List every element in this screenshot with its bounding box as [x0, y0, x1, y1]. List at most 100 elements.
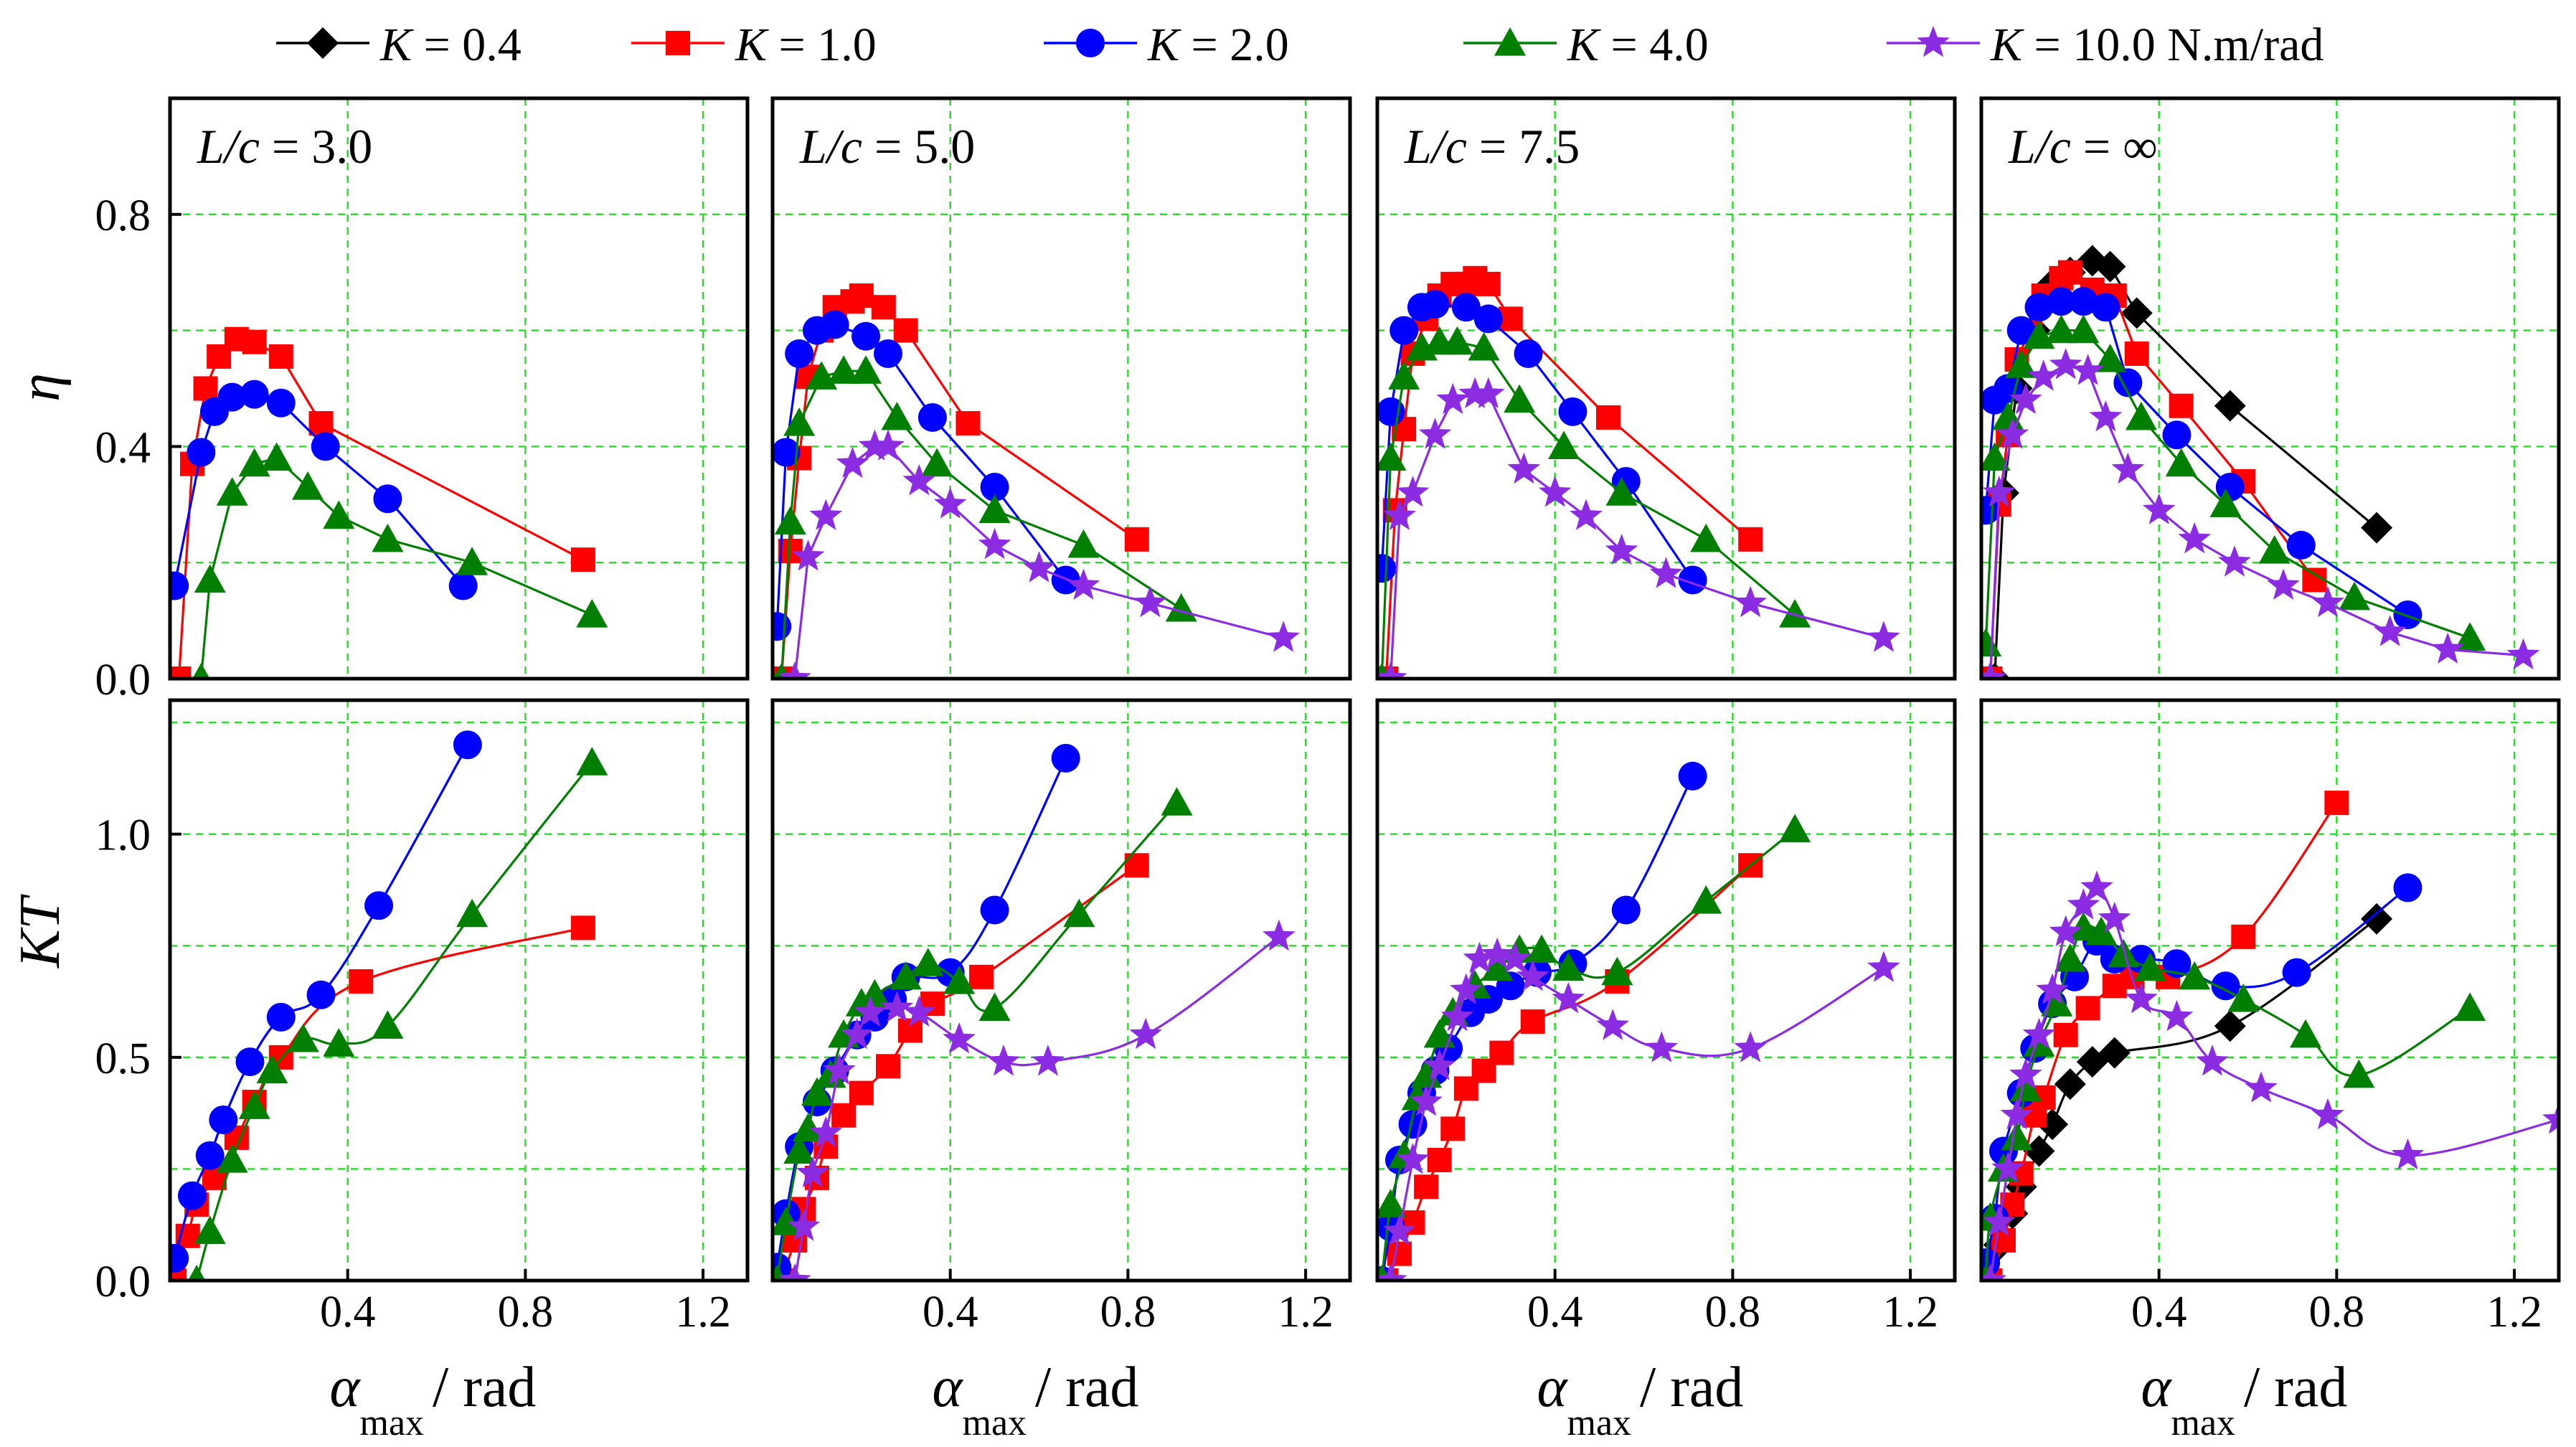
data-point-K10: [1414, 1174, 1439, 1199]
data-point-K100: [1516, 959, 1549, 991]
data-point-K100: [1377, 1263, 1407, 1281]
data-point-K100: [978, 527, 1011, 560]
data-point-K20: [820, 310, 849, 339]
data-point-K04: [2214, 390, 2246, 422]
data-point-K10: [893, 318, 918, 343]
data-point-K10: [956, 411, 981, 436]
x-tick-label: 0.4: [320, 1288, 376, 1337]
x-tick-label: 1.2: [1882, 1288, 1938, 1337]
data-point-K20: [1558, 397, 1587, 426]
data-point-K100: [1450, 973, 1483, 1004]
data-point-K100: [2098, 901, 2131, 933]
y-tick-label-top: 0.0: [95, 656, 151, 704]
data-point-K40: [2165, 448, 2197, 477]
data-point-K100: [1423, 1049, 1456, 1080]
legend-marker: [666, 31, 690, 55]
data-point-K10: [570, 915, 595, 941]
data-point-K20: [453, 730, 482, 760]
data-point-K20: [187, 438, 216, 467]
data-point-K100: [2049, 915, 2082, 946]
data-point-K100: [2178, 522, 2212, 554]
top-plot-area: [1377, 265, 1900, 679]
data-point-K100: [2542, 1103, 2559, 1134]
data-point-K100: [2080, 870, 2113, 902]
data-point-K20: [373, 484, 402, 514]
data-point-K20: [980, 473, 1009, 502]
data-point-K40: [2023, 1028, 2055, 1057]
data-point-K100: [1396, 1143, 1430, 1174]
data-point-K100: [1129, 1017, 1162, 1050]
data-point-K100: [1458, 377, 1492, 408]
data-point-K20: [851, 321, 881, 351]
data-point-K10: [1489, 1040, 1514, 1065]
data-point-K40: [2005, 349, 2037, 378]
data-point-K100: [2506, 638, 2540, 670]
data-point-K100: [880, 991, 914, 1022]
data-point-K40: [828, 355, 860, 384]
data-point-K20: [785, 339, 814, 368]
data-point-K40: [773, 1207, 802, 1235]
x-tick-label: 1.2: [2486, 1288, 2542, 1337]
data-point-K40: [576, 599, 608, 628]
data-point-K10: [170, 666, 192, 679]
data-point-K100: [1410, 1085, 1443, 1116]
data-point-K20: [217, 382, 247, 412]
data-point-K40: [372, 1010, 404, 1039]
data-point-K100: [858, 429, 892, 461]
data-point-K100: [2027, 359, 2060, 391]
data-point-K40: [291, 471, 324, 500]
data-point-K100: [1645, 1031, 1679, 1062]
panel-3: 0.4 0.8 1.2 L/c = 7.5: [1375, 96, 1957, 1337]
data-point-K100: [2311, 585, 2344, 618]
data-point-K20: [235, 1047, 265, 1077]
legend-item-K40: K = 4.0: [1463, 19, 1709, 71]
data-point-K40: [1161, 787, 1193, 816]
legend-marker: [307, 27, 339, 59]
data-point-K04: [2023, 1135, 2055, 1167]
data-point-K100: [2049, 348, 2082, 380]
data-point-K100: [1649, 557, 1683, 588]
data-point-K100: [809, 1116, 843, 1148]
data-point-K10: [2231, 924, 2256, 949]
bottom-plot-area: [1981, 791, 2559, 1281]
chart-panels: 0.4 0.8 1.2L/c = 3.00.4 0.8 1.2L/c = 5.00.4 0…: [95, 96, 2561, 1337]
data-point-K100: [1734, 1031, 1767, 1062]
data-point-K100: [872, 429, 905, 461]
data-point-K100: [2160, 999, 2194, 1032]
data-point-K100: [809, 499, 843, 530]
data-point-K100: [2431, 632, 2464, 664]
panel-label: L/c = 7.5: [1404, 119, 1580, 174]
data-point-K40: [323, 1028, 355, 1057]
data-point-K100: [2311, 1098, 2344, 1130]
grid-lines: [1377, 98, 1955, 1281]
data-point-K10: [871, 295, 896, 320]
data-point-K20: [917, 402, 947, 432]
y-tick-label-top: 0.4: [95, 423, 151, 472]
data-point-K20: [240, 380, 269, 409]
data-point-K20: [1514, 339, 1543, 368]
data-point-K100: [2267, 568, 2300, 600]
data-point-K40: [850, 355, 882, 384]
data-point-K40: [2134, 952, 2166, 981]
data-point-K100: [1383, 499, 1416, 530]
data-point-K100: [1472, 377, 1505, 408]
x-axis-title: αmax/ rad: [2141, 1356, 2348, 1443]
x-tick-label: 0.8: [498, 1288, 554, 1337]
data-point-K40: [1552, 952, 1585, 981]
data-point-K40: [792, 1113, 824, 1142]
data-point-K10: [1738, 527, 1763, 552]
data-point-K40: [2094, 344, 2126, 372]
data-point-K100: [2142, 493, 2176, 524]
data-point-K100: [840, 1017, 874, 1050]
data-point-K10: [831, 1103, 857, 1128]
data-point-K100: [791, 539, 825, 571]
data-point-K40: [890, 961, 922, 990]
data-point-K40: [216, 477, 248, 506]
data-point-K40: [216, 1144, 248, 1173]
panel-label: L/c = 3.0: [197, 119, 372, 174]
data-point-K100: [1538, 476, 1572, 507]
data-point-K20: [1451, 293, 1481, 322]
data-point-K100: [1440, 999, 1474, 1032]
data-point-K40: [1779, 814, 1811, 843]
